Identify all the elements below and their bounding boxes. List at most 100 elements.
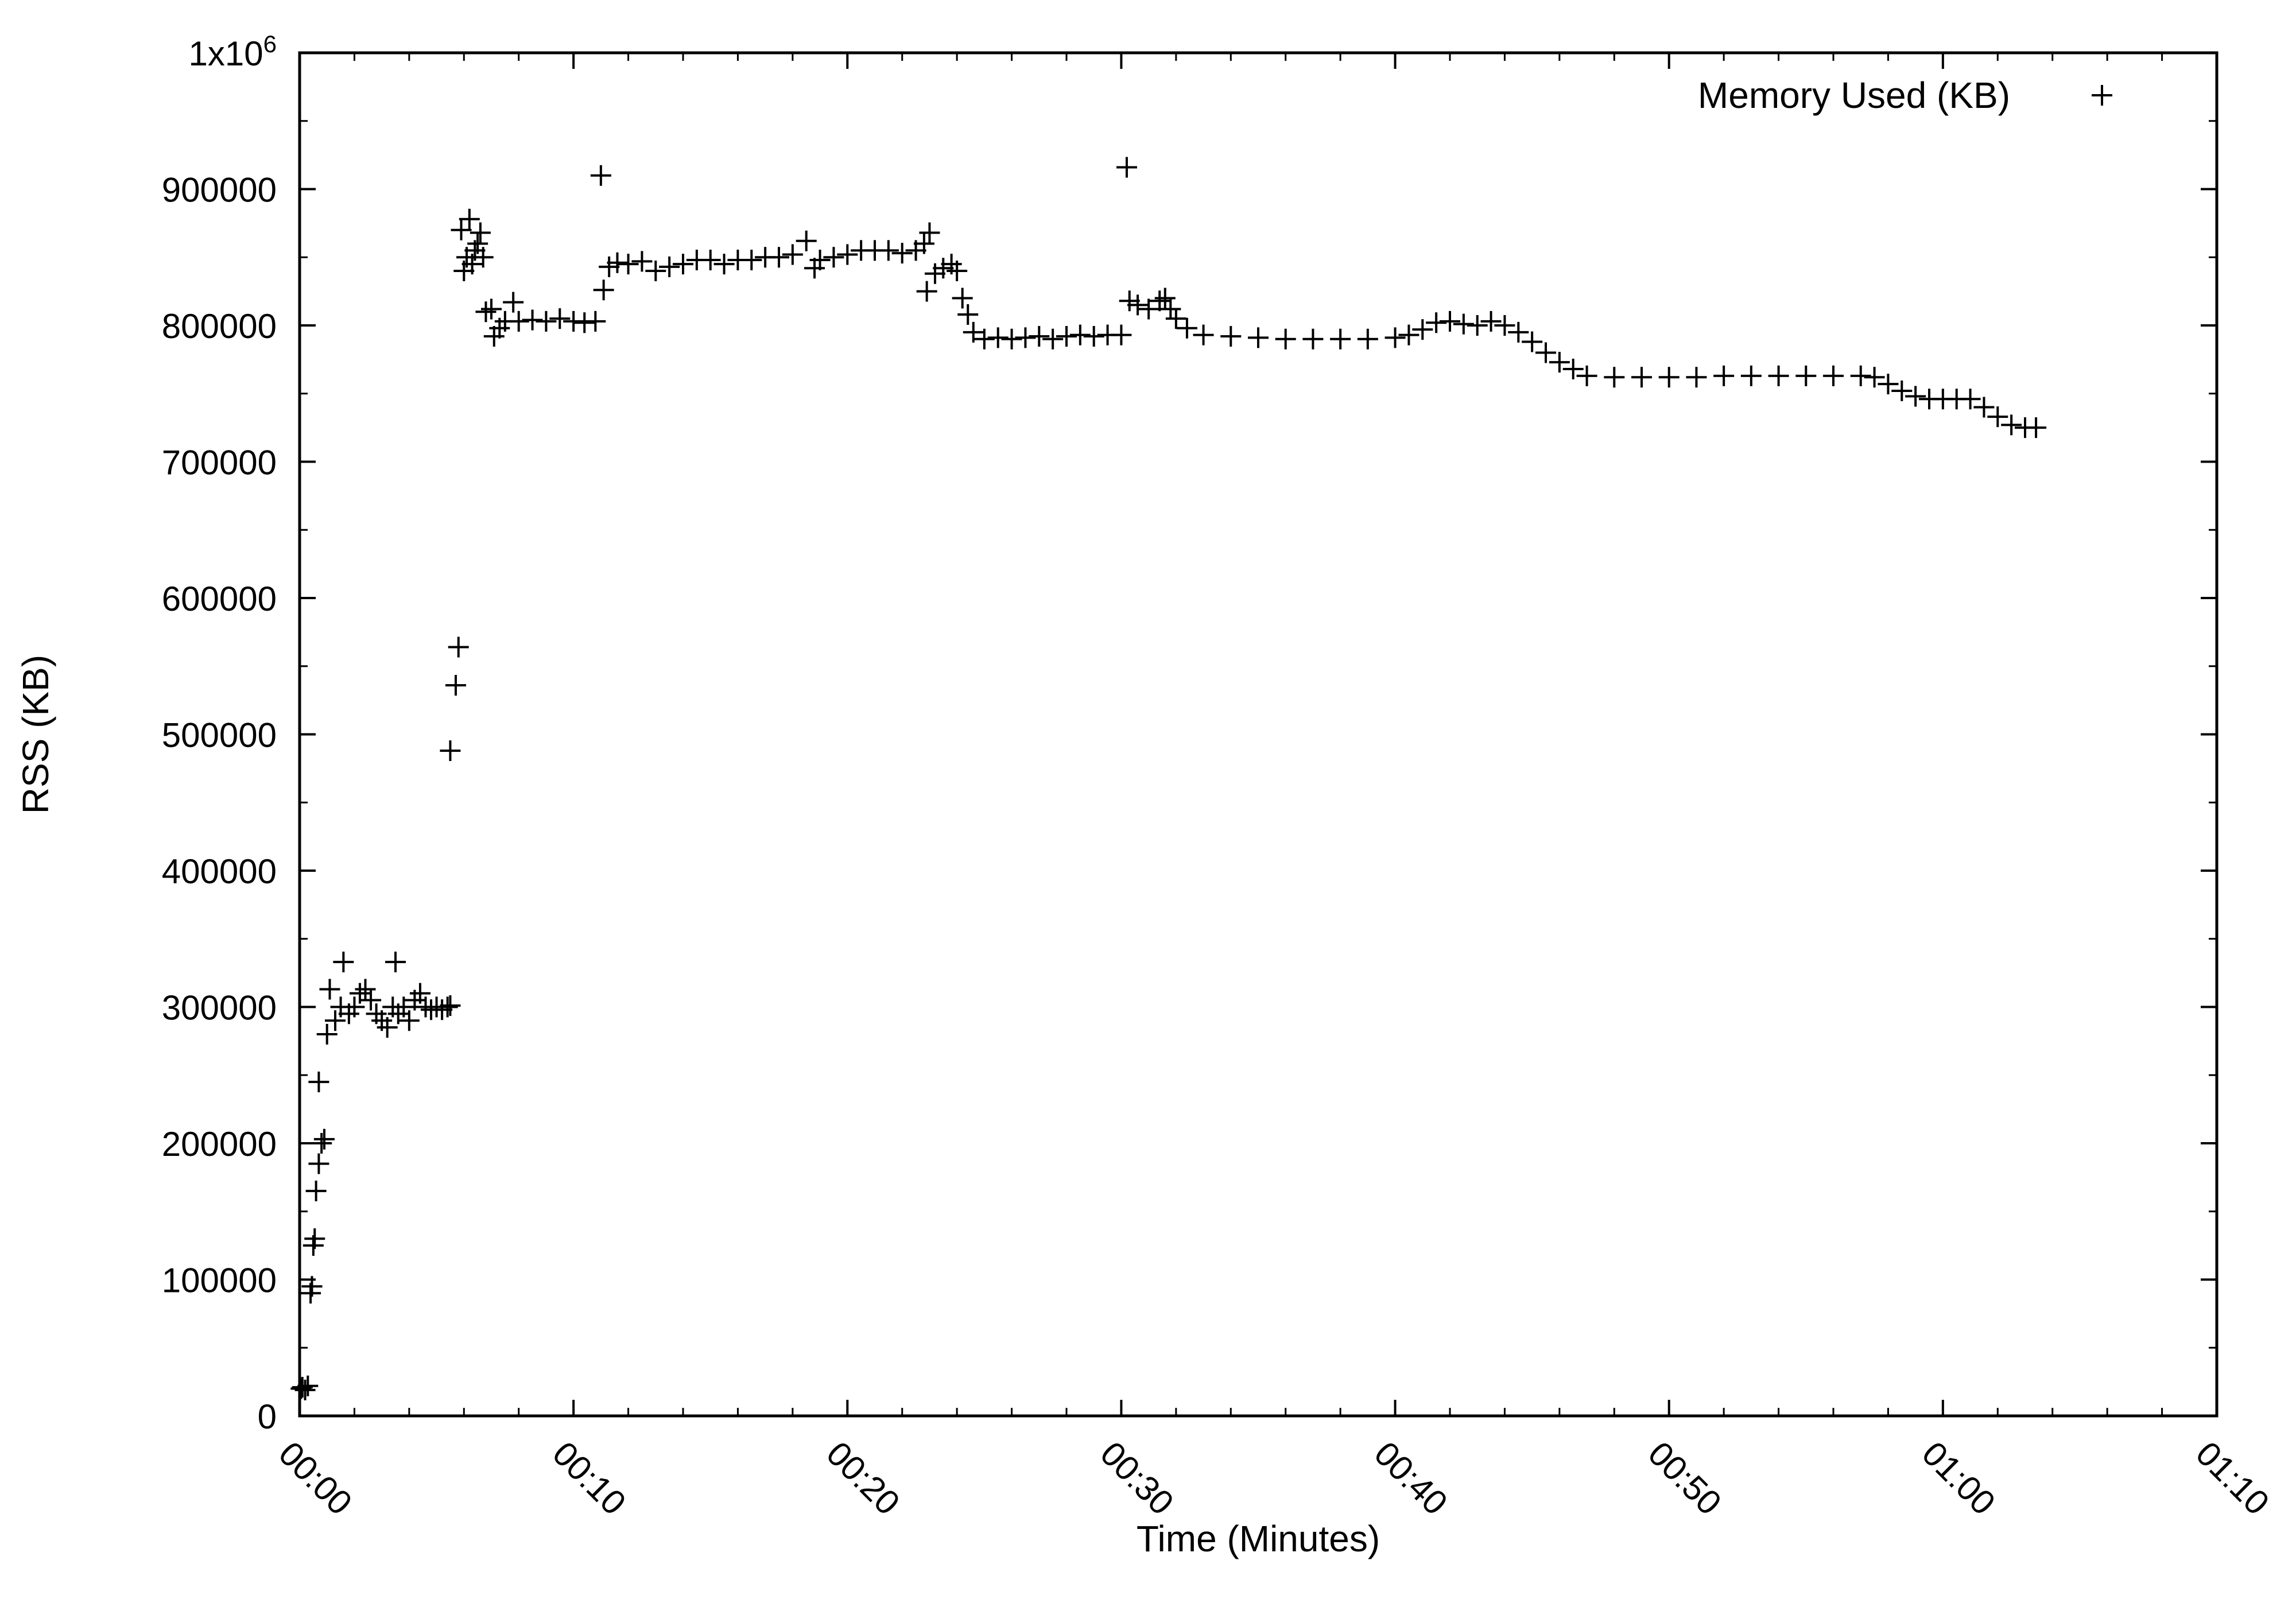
- data-point: [1850, 365, 1871, 386]
- data-point: [1193, 324, 1214, 346]
- data-point: [377, 1017, 398, 1038]
- data-point: [1116, 157, 1137, 178]
- legend-label: Memory Used (KB): [1698, 75, 2010, 116]
- data-point: [2001, 414, 2022, 436]
- data-point: [467, 233, 488, 254]
- data-point: [1973, 397, 1995, 418]
- y-top-label-base: 1x10: [189, 34, 263, 73]
- data-point: [437, 996, 458, 1018]
- x-axis-label: Time (Minutes): [1137, 1518, 1380, 1559]
- data-point: [878, 240, 899, 261]
- data-point: [741, 250, 762, 270]
- data-point: [1713, 365, 1735, 386]
- data-point: [1631, 367, 1652, 388]
- data-point: [963, 321, 984, 343]
- data-point: [1549, 352, 1570, 373]
- data-point: [919, 222, 940, 243]
- data-points: [290, 157, 2047, 1400]
- data-point: [432, 999, 453, 1020]
- data-point: [475, 301, 497, 323]
- data-point: [933, 258, 954, 279]
- data-point: [409, 983, 430, 1004]
- data-point: [1330, 328, 1351, 350]
- data-point: [325, 1010, 346, 1031]
- data-point: [472, 247, 494, 268]
- data-point: [782, 244, 803, 265]
- data-point: [1176, 317, 1197, 339]
- data-point: [1467, 315, 1488, 336]
- data-point: [1248, 327, 1269, 348]
- data-point: [1878, 374, 1899, 395]
- data-point: [924, 263, 945, 284]
- y-tick-label: 900000: [162, 171, 277, 209]
- data-point: [1056, 326, 1077, 347]
- data-point: [916, 281, 937, 302]
- data-point: [700, 250, 721, 270]
- data-point: [769, 247, 789, 268]
- data-point: [1119, 290, 1140, 312]
- data-point: [1686, 367, 1707, 388]
- data-point: [1042, 328, 1064, 350]
- data-point: [1127, 294, 1149, 316]
- data-point: [1795, 365, 1817, 386]
- data-point: [585, 310, 606, 332]
- y-tick-label: 600000: [162, 580, 277, 618]
- data-point: [333, 952, 354, 973]
- data-point: [448, 636, 469, 658]
- data-point: [308, 1153, 329, 1174]
- data-point: [618, 254, 639, 275]
- data-point: [1138, 298, 1159, 320]
- data-point: [445, 675, 466, 696]
- data-point: [344, 996, 365, 1018]
- data-point: [1160, 298, 1181, 320]
- data-point: [599, 256, 620, 277]
- data-point: [1823, 365, 1844, 386]
- data-point: [522, 309, 543, 331]
- data-point: [461, 254, 483, 275]
- data-point: [305, 1181, 327, 1202]
- data-point: [1453, 313, 1474, 335]
- data-point: [1508, 321, 1529, 343]
- data-point: [713, 254, 735, 275]
- data-point: [1604, 367, 1625, 388]
- y-tick-label: 700000: [162, 444, 277, 482]
- data-point: [574, 312, 595, 333]
- data-point: [607, 252, 628, 273]
- data-point: [508, 310, 529, 332]
- data-point: [1069, 324, 1091, 346]
- data-point: [308, 1072, 329, 1093]
- data-point: [1440, 310, 1460, 332]
- data-point: [809, 250, 831, 270]
- data-point: [1987, 406, 2008, 428]
- data-point: [804, 258, 825, 279]
- data-point: [459, 208, 480, 230]
- y-tick-label: 300000: [162, 989, 277, 1027]
- data-point: [316, 1024, 338, 1045]
- data-point: [1111, 324, 1132, 346]
- y-axis-label: RSS (KB): [15, 655, 56, 814]
- y-tick-label: 400000: [162, 852, 277, 891]
- data-point: [1384, 327, 1406, 348]
- data-point: [483, 326, 505, 347]
- data-point: [1302, 328, 1324, 350]
- data-point: [481, 298, 502, 320]
- data-point: [398, 1010, 420, 1031]
- legend-marker: [2092, 85, 2112, 106]
- data-point: [1426, 312, 1447, 333]
- data-point: [1029, 326, 1050, 347]
- data-point: [1220, 326, 1242, 347]
- data-point: [1576, 365, 1597, 386]
- data-point: [313, 1128, 335, 1150]
- y-tick-label: 200000: [162, 1125, 277, 1163]
- data-point: [1275, 328, 1296, 350]
- data-point: [470, 222, 491, 243]
- data-point: [957, 304, 979, 325]
- data-point: [673, 254, 693, 275]
- legend: Memory Used (KB): [1698, 75, 2112, 116]
- data-point: [1149, 290, 1170, 312]
- y-tick-label: 500000: [162, 716, 277, 755]
- data-point: [987, 327, 1009, 348]
- y-tick-label: 800000: [162, 307, 277, 346]
